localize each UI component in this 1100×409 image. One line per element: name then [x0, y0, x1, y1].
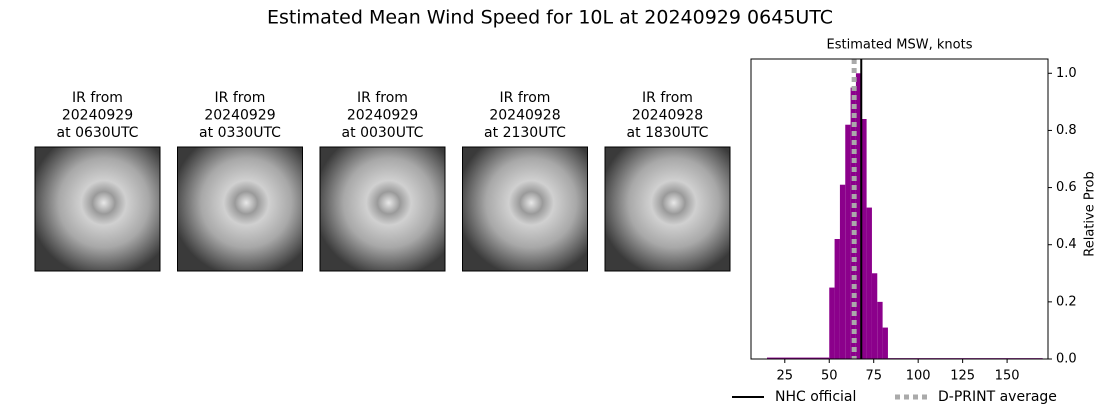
panel-label: IR from: [500, 90, 551, 106]
panel-label: 20240928: [632, 108, 703, 124]
panel-label: at 1830UTC: [627, 125, 709, 141]
bar: [855, 73, 862, 360]
panel-label: IR from: [72, 90, 123, 106]
panel-label: IR from: [215, 90, 266, 106]
x-tick-label: 125: [950, 369, 975, 384]
x-tick-label: 100: [906, 369, 931, 384]
y-tick-label: 0.8: [1056, 123, 1077, 138]
panel-label: 20240929: [347, 108, 418, 124]
bar: [834, 239, 840, 359]
plot-frame: [750, 58, 1049, 360]
chart: Estimated MSW, knots NHC official D-PRINT …: [732, 38, 1098, 405]
bar: [871, 273, 878, 359]
x-tick-label: 25: [777, 369, 794, 384]
panel-label: at 2130UTC: [484, 125, 566, 141]
legend-label: NHC official: [775, 389, 856, 405]
bar: [839, 184, 846, 359]
satellite-image: [462, 146, 588, 272]
legend-label: D-PRINT average: [938, 389, 1057, 405]
y-tick-label: 1.0: [1056, 66, 1077, 81]
page-title: Estimated Mean Wind Speed for 10L at 202…: [267, 7, 833, 29]
panel-label: IR from: [642, 90, 693, 106]
satellite-image: [34, 146, 161, 272]
panel-label: 20240929: [204, 108, 275, 124]
bar: [845, 124, 851, 359]
panel-label: IR from: [357, 90, 408, 106]
bar: [882, 327, 888, 359]
bar: [866, 207, 872, 359]
y-tick-label: 0.6: [1056, 180, 1077, 195]
bar: [877, 301, 883, 359]
panel-label: at 0030UTC: [342, 125, 424, 141]
y-tick-label: 0.0: [1056, 352, 1077, 367]
bar: [829, 287, 835, 359]
bar: [767, 357, 830, 359]
panel-label: at 0630UTC: [57, 125, 139, 141]
panel-label: 20240928: [489, 108, 560, 124]
panel-label: 20240929: [62, 108, 133, 124]
y-tick-label: 0.4: [1056, 237, 1077, 252]
y-axis-label: Relative Prob: [1083, 171, 1098, 256]
panel-label: at 0330UTC: [199, 125, 281, 141]
satellite-image: [604, 146, 731, 272]
y-tick-label: 0.2: [1056, 294, 1077, 309]
satellite-image: [319, 146, 446, 272]
x-tick-label: 75: [865, 369, 882, 384]
satellite-image: [177, 146, 303, 272]
bar: [861, 119, 867, 359]
x-tick-label: 150: [995, 369, 1020, 384]
chart-title: Estimated MSW, knots: [827, 38, 973, 53]
x-tick-label: 50: [821, 369, 838, 384]
